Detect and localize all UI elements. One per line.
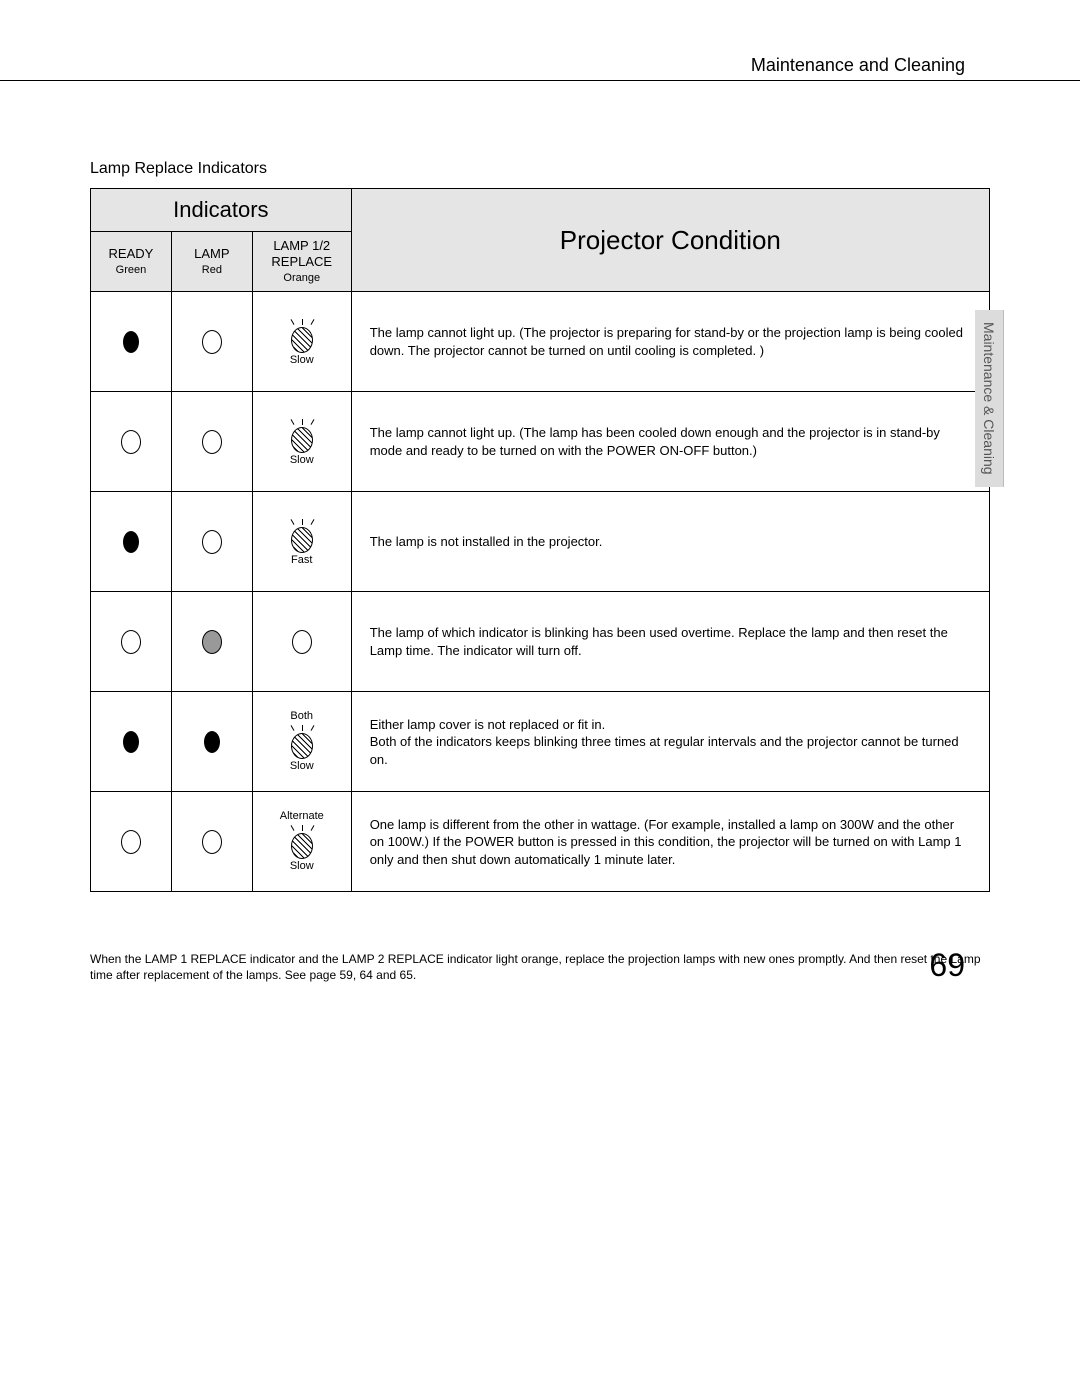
side-tab: Maintenance & Cleaning: [975, 310, 1004, 487]
led-gray-icon: [202, 630, 222, 654]
cell-condition: One lamp is different from the other in …: [351, 792, 989, 892]
blink-rays-icon: [284, 823, 320, 833]
blink-bulb-icon: [291, 327, 313, 353]
led-blink-icon: Slow: [284, 317, 320, 366]
led-solid-icon: [123, 531, 139, 553]
cell-ready: [91, 292, 172, 392]
cell-condition: The lamp of which indicator is blinking …: [351, 592, 989, 692]
col-replace: LAMP 1/2 REPLACEOrange: [252, 232, 351, 292]
page-number: 69: [929, 947, 965, 984]
indicator-table: Indicators Projector Condition READYGree…: [90, 188, 990, 892]
section-title: Lamp Replace Indicators: [90, 160, 990, 178]
blink-speed-label: Slow: [284, 355, 320, 366]
cell-replace: Both Slow: [252, 692, 351, 792]
blink-rays-icon: [284, 417, 320, 427]
blink-bulb-icon: [291, 427, 313, 453]
table-row: Fast The lamp is not installed in the pro…: [91, 492, 990, 592]
led-blink-icon: Fast: [284, 517, 320, 566]
blink-top-label: Alternate: [280, 811, 324, 822]
table-row: The lamp of which indicator is blinking …: [91, 592, 990, 692]
col-ready: READYGreen: [91, 232, 172, 292]
cell-replace: Slow: [252, 292, 351, 392]
blink-bulb-icon: [291, 527, 313, 553]
blink-top-label: Both: [284, 711, 320, 722]
blink-speed-label: Fast: [284, 555, 320, 566]
col-lamp: LAMPRed: [171, 232, 252, 292]
cell-replace: Alternate Slow: [252, 792, 351, 892]
led-blink-icon: Slow: [284, 417, 320, 466]
led-outline-icon: [202, 330, 222, 354]
indicators-header: Indicators: [91, 189, 352, 232]
cell-replace: Slow: [252, 392, 351, 492]
led-outline-icon: [121, 830, 141, 854]
cell-lamp: [171, 492, 252, 592]
cell-ready: [91, 592, 172, 692]
cell-condition: Either lamp cover is not replaced or fit…: [351, 692, 989, 792]
cell-ready: [91, 792, 172, 892]
cell-condition: The lamp cannot light up. (The lamp has …: [351, 392, 989, 492]
blink-speed-label: Slow: [284, 761, 320, 772]
led-outline-icon: [121, 630, 141, 654]
blink-speed-label: Slow: [284, 455, 320, 466]
cell-condition: The lamp is not installed in the project…: [351, 492, 989, 592]
led-solid-icon: [204, 731, 220, 753]
led-blink-icon: Both Slow: [284, 711, 320, 772]
blink-bulb-icon: [291, 733, 313, 759]
blink-bulb-icon: [291, 833, 313, 859]
led-solid-icon: [123, 331, 139, 353]
page-header: Maintenance and Cleaning: [751, 55, 965, 76]
led-blink-icon: Alternate Slow: [280, 811, 324, 872]
cell-ready: [91, 492, 172, 592]
table-row: Both Slow Either lamp cover is not replace…: [91, 692, 990, 792]
cell-ready: [91, 692, 172, 792]
cell-replace: Fast: [252, 492, 351, 592]
led-outline-icon: [202, 430, 222, 454]
footnote: When the LAMP 1 REPLACE indicator and th…: [90, 952, 990, 983]
cell-condition: The lamp cannot light up. (The projector…: [351, 292, 989, 392]
led-solid-icon: [123, 731, 139, 753]
table-row: Alternate Slow One lamp is different from …: [91, 792, 990, 892]
led-outline-icon: [202, 830, 222, 854]
cell-lamp: [171, 692, 252, 792]
table-row: Slow The lamp cannot light up. (The proje…: [91, 292, 990, 392]
blink-rays-icon: [284, 517, 320, 527]
cell-lamp: [171, 592, 252, 692]
condition-header: Projector Condition: [351, 189, 989, 292]
cell-lamp: [171, 292, 252, 392]
blink-rays-icon: [284, 723, 320, 733]
led-outline-icon: [121, 430, 141, 454]
blink-speed-label: Slow: [280, 861, 324, 872]
cell-lamp: [171, 392, 252, 492]
table-row: Slow The lamp cannot light up. (The lamp …: [91, 392, 990, 492]
led-outline-icon: [202, 530, 222, 554]
cell-ready: [91, 392, 172, 492]
cell-replace: [252, 592, 351, 692]
blink-rays-icon: [284, 317, 320, 327]
led-outline-icon: [292, 630, 312, 654]
top-rule: [0, 80, 1080, 81]
cell-lamp: [171, 792, 252, 892]
